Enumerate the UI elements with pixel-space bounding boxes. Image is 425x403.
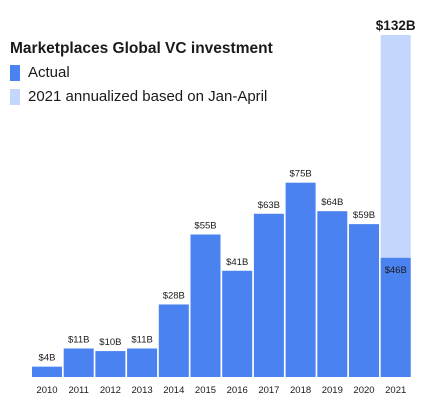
bar-label-actual-2021: $46B — [385, 265, 407, 276]
x-tick-label-2010: 2010 — [36, 385, 57, 396]
legend-item-annualized: 2021 annualized based on Jan-April — [10, 88, 267, 105]
bar-label-annualized-2021: $132B — [376, 18, 416, 33]
labels-layer: $4B $11B $10B $11B $28B $55B $41B $63B $75B $64B $… — [39, 18, 416, 364]
x-axis-ticks: 2010 2011 2012 2013 2014 2015 2016 2017 2018 2019… — [36, 385, 406, 396]
bar-actual-2018 — [285, 182, 316, 377]
bar-actual-2015 — [190, 234, 221, 377]
bar-actual-2019 — [317, 211, 348, 377]
bar-actual-2010 — [32, 366, 62, 377]
x-tick-label-2021: 2021 — [385, 385, 406, 396]
x-tick-label-2012: 2012 — [100, 385, 121, 396]
legend-label-annualized: 2021 annualized based on Jan-April — [28, 88, 268, 105]
x-tick-label-2018: 2018 — [290, 385, 311, 396]
bar-actual-2016 — [222, 270, 253, 377]
x-tick-label-2013: 2013 — [132, 385, 153, 396]
bar-label-actual-2020: $59B — [353, 210, 375, 221]
x-tick-label-2020: 2020 — [353, 385, 374, 396]
bars-layer — [32, 35, 411, 377]
bar-actual-2021 — [380, 257, 411, 377]
bar-label-actual-2018: $75B — [290, 169, 312, 180]
bar-label-actual-2014: $28B — [163, 290, 185, 301]
legend-swatch-actual — [10, 64, 20, 81]
x-tick-label-2011: 2011 — [68, 385, 88, 396]
x-tick-label-2014: 2014 — [163, 385, 184, 396]
bar-actual-2013 — [127, 348, 158, 377]
legend-label-actual: Actual — [28, 64, 70, 81]
bar-label-actual-2013: $11B — [131, 335, 152, 346]
bar-actual-2012 — [95, 351, 126, 377]
bar-label-actual-2012: $10B — [99, 337, 121, 348]
bar-label-actual-2011: $11B — [68, 335, 89, 346]
bar-actual-2017 — [253, 213, 284, 377]
bar-actual-2014 — [158, 304, 189, 377]
x-tick-label-2015: 2015 — [195, 385, 216, 396]
bar-label-actual-2015: $55B — [194, 221, 216, 232]
bar-label-actual-2017: $63B — [258, 200, 280, 211]
legend-item-actual: Actual — [10, 64, 70, 81]
x-tick-label-2016: 2016 — [227, 385, 248, 396]
bar-label-actual-2019: $64B — [321, 197, 343, 208]
bar-label-actual-2016: $41B — [226, 257, 248, 268]
bar-actual-2020 — [349, 224, 379, 377]
bar-label-actual-2010: $4B — [39, 353, 56, 364]
legend-swatch-annualized — [10, 88, 20, 105]
x-tick-label-2017: 2017 — [258, 385, 279, 396]
x-tick-label-2019: 2019 — [322, 385, 343, 396]
chart-title: Marketplaces Global VC investment — [10, 40, 273, 57]
bar-actual-2011 — [63, 348, 94, 377]
